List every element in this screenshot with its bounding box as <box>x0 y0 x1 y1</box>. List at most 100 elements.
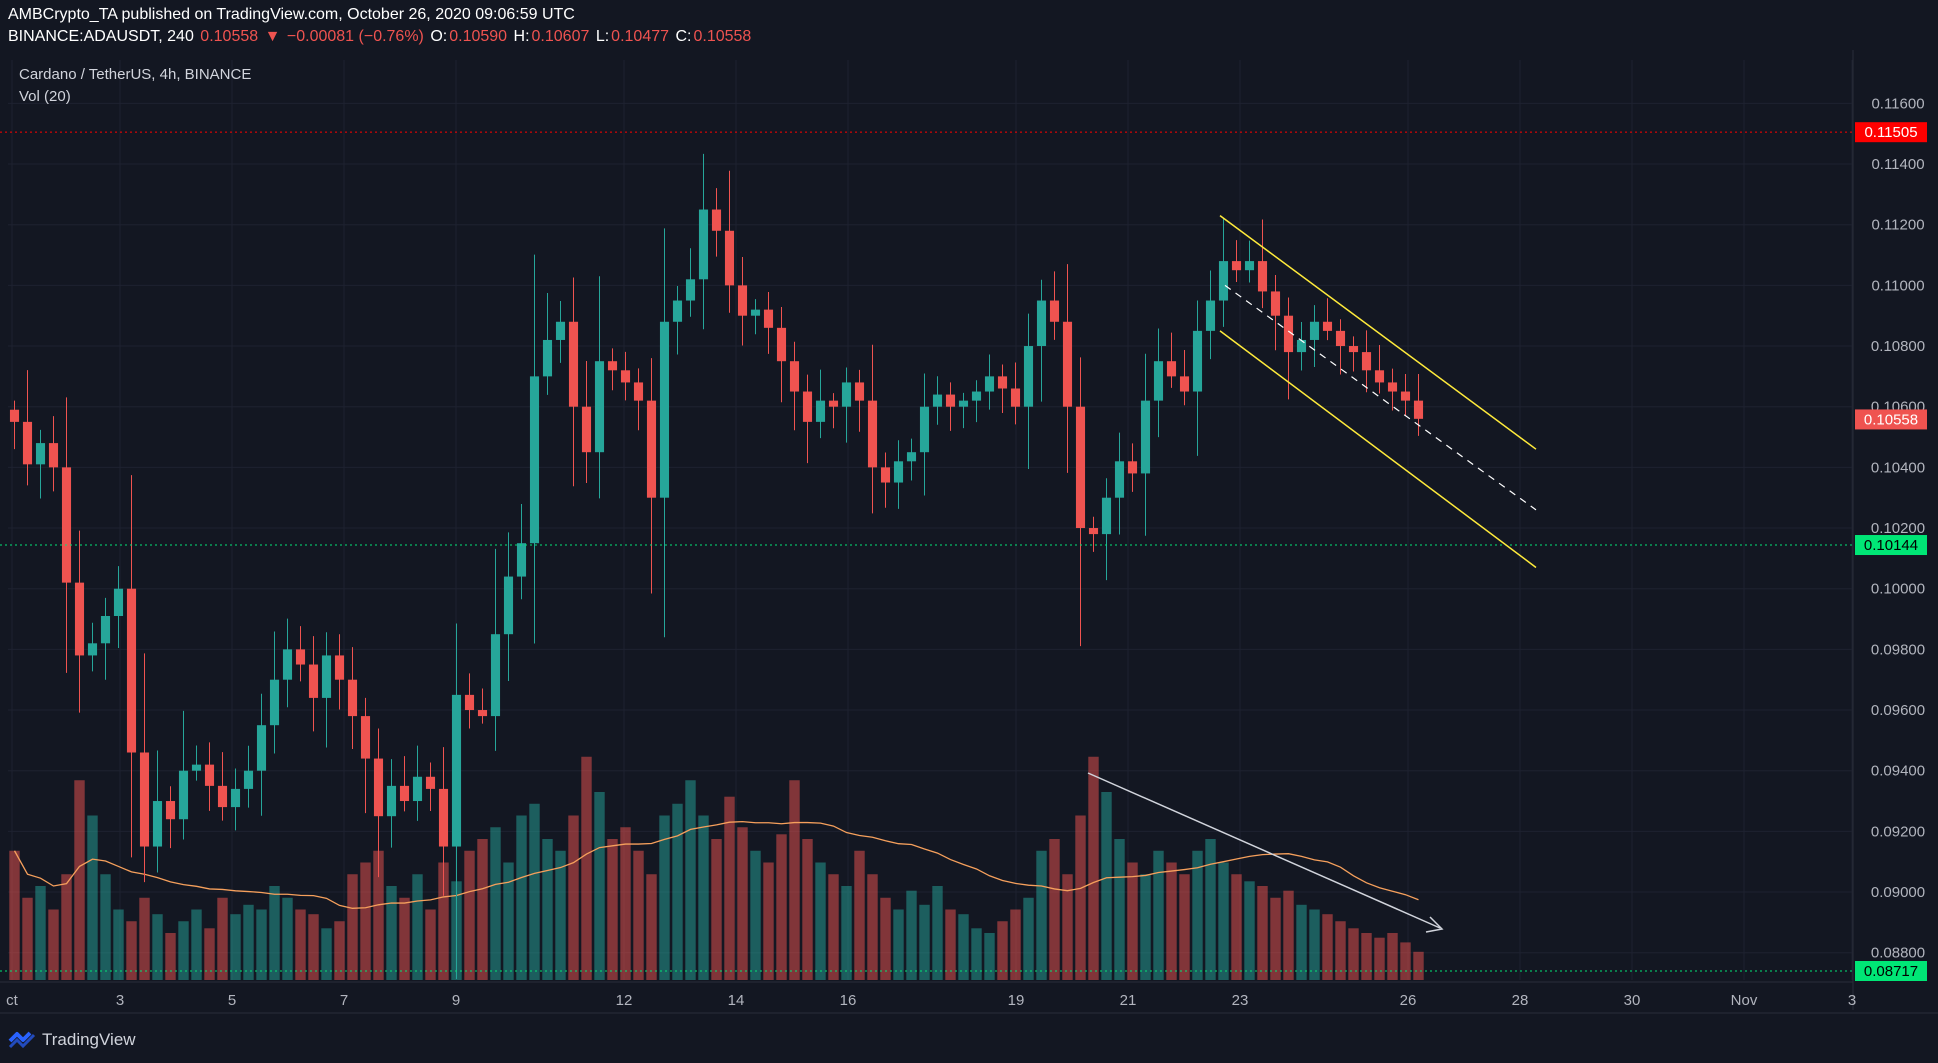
volume-trend-line <box>1087 772 1441 929</box>
volume-bar <box>334 921 345 980</box>
tradingview-footer[interactable]: TradingView <box>8 1030 136 1050</box>
price-tick-label: 0.10400 <box>1871 459 1925 476</box>
volume-bar <box>22 897 33 980</box>
candle-body <box>659 321 670 498</box>
price-tick-label: 0.09800 <box>1871 641 1925 658</box>
footer-brand: TradingView <box>42 1030 136 1049</box>
volume-bar <box>867 874 878 980</box>
chart-title[interactable]: Cardano / TetherUS, 4h, BINANCE <box>19 66 252 83</box>
volume-bar <box>1153 850 1164 980</box>
candle-body <box>867 400 878 468</box>
volume-bar <box>555 850 566 980</box>
candle-body <box>1153 361 1164 401</box>
candle-body <box>932 394 943 407</box>
volume-bar <box>100 874 111 980</box>
volume-bar <box>1244 881 1255 980</box>
volume-bar <box>776 834 787 980</box>
volume-bar <box>542 839 553 980</box>
candle-body <box>542 339 553 377</box>
volume-bar <box>74 780 85 980</box>
price-tick-label: 0.09400 <box>1871 763 1925 780</box>
candle-body <box>1114 461 1125 498</box>
volume-bar <box>35 886 46 980</box>
volume-bar <box>1400 942 1411 980</box>
candle-body <box>503 576 514 635</box>
volume-bar <box>503 862 514 980</box>
volume-bar <box>750 850 761 980</box>
volume-bar <box>698 815 709 980</box>
time-tick-label: ct <box>6 992 19 1009</box>
volume-bar <box>594 792 605 980</box>
price-candles <box>9 153 1424 979</box>
candle-body <box>1270 291 1281 316</box>
candle-body <box>750 309 761 316</box>
volume-bar <box>646 874 657 980</box>
candle-body <box>672 300 683 322</box>
candle-body <box>243 770 254 789</box>
volume-bar <box>1062 874 1073 980</box>
candle-body <box>529 376 540 544</box>
volume-bar <box>464 850 475 980</box>
candle-body <box>958 400 969 407</box>
volume-bar <box>802 839 813 980</box>
last-price-label: 0.10558 <box>1864 411 1918 428</box>
volume-bar <box>243 904 254 980</box>
volume-moving-average <box>13 820 1419 909</box>
candle-body <box>204 764 215 786</box>
volume-bar <box>529 803 540 980</box>
candle-body <box>139 752 150 847</box>
volume-bar <box>1270 897 1281 980</box>
candle-body <box>256 725 267 771</box>
symbol-quote: BINANCE:ADAUSDT, 240 0.10558 ▼ −0.00081 … <box>8 28 753 46</box>
candle-body <box>295 649 306 665</box>
candle-body <box>854 382 865 401</box>
candle-body <box>828 400 839 407</box>
trend-drawings <box>1087 214 1537 933</box>
price-tick-label: 0.09000 <box>1871 884 1925 901</box>
volume-bar <box>971 928 982 980</box>
change-arrow-icon: ▼ <box>264 28 281 45</box>
candle-body <box>477 710 488 717</box>
candle-body <box>1400 391 1411 401</box>
volume-bar <box>126 921 137 980</box>
candle-body <box>685 279 696 301</box>
time-tick-label: 14 <box>728 992 745 1009</box>
volume-bar <box>984 933 995 980</box>
volume-indicator-label[interactable]: Vol (20) <box>19 88 71 105</box>
volume-bar <box>958 914 969 980</box>
candle-body <box>152 801 163 847</box>
candle-body <box>1335 330 1346 347</box>
volume-bar <box>672 803 683 980</box>
last-price: 0.10558 <box>200 28 259 45</box>
volume-bar <box>1192 850 1203 980</box>
candle-body <box>776 327 787 362</box>
candle-body <box>633 382 644 401</box>
time-tick-label: 5 <box>228 992 236 1009</box>
candle-body <box>1374 370 1385 383</box>
support-price-badge <box>1855 535 1927 556</box>
resistance-price-badge <box>1855 122 1927 143</box>
candle-body <box>1049 300 1060 322</box>
candle-body <box>61 467 72 583</box>
candle-body <box>724 230 735 286</box>
price-change: −0.00081 (−0.76%) <box>286 28 424 45</box>
candle-body <box>568 321 579 407</box>
candle-body <box>126 588 137 753</box>
volume-bar <box>295 909 306 980</box>
high-label: H: <box>513 28 530 45</box>
volume-bar <box>828 874 839 980</box>
volume-bar <box>1218 862 1229 980</box>
close-value: 0.10558 <box>693 28 752 45</box>
price-tick-label: 0.10800 <box>1871 338 1925 355</box>
candle-body <box>490 634 501 717</box>
volume-bar <box>581 756 592 980</box>
open-label: O: <box>430 28 448 45</box>
candle-body <box>22 421 33 465</box>
volume-bar <box>945 909 956 980</box>
volume-bar <box>685 780 696 980</box>
volume-bar <box>659 815 670 980</box>
candle-body <box>269 679 280 726</box>
volume-bar <box>516 815 527 980</box>
volume-bar <box>321 928 332 980</box>
